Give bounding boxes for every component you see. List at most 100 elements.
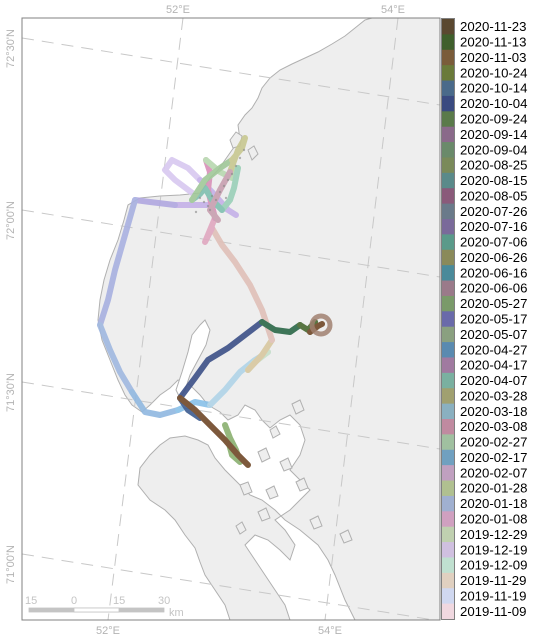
- legend-swatch: [442, 95, 454, 112]
- legend-swatch: [442, 357, 454, 374]
- legend-date-label: 2020-09-14: [460, 127, 527, 142]
- scale-tick-label: 0: [71, 595, 77, 607]
- bottom-longitude-label: 52°E: [96, 625, 120, 637]
- mainland-landmass: [97, 18, 440, 620]
- legend-swatch: [442, 265, 454, 282]
- legend-swatch: [442, 495, 454, 512]
- legend-date-label: 2020-07-06: [460, 235, 527, 250]
- legend-swatch: [442, 449, 454, 466]
- scale-unit-label: km: [169, 607, 184, 619]
- legend-date-label: 2020-06-26: [460, 250, 527, 265]
- bottom-longitude-label: 54°E: [318, 625, 342, 637]
- legend-swatch: [442, 557, 454, 574]
- legend-date-label: 2020-08-05: [460, 188, 527, 203]
- legend-swatch: [442, 603, 454, 620]
- track-segment: [162, 157, 203, 198]
- legend-date-label: 2020-06-06: [460, 281, 527, 296]
- legend-swatch: [442, 588, 454, 605]
- legend-date-label: 2019-11-09: [460, 604, 526, 619]
- islands: [229, 131, 353, 544]
- legend-swatch: [442, 434, 454, 451]
- track-segment: [129, 389, 181, 418]
- legend-date-label: 2020-10-14: [460, 81, 527, 96]
- legend-swatch: [442, 188, 454, 205]
- legend-date-label: 2020-01-28: [460, 481, 527, 496]
- legend-swatch: [442, 80, 454, 97]
- track-segment: [259, 319, 303, 335]
- track-segment: [97, 197, 138, 328]
- legend-date-label: 2020-11-03: [460, 50, 526, 65]
- legend-swatch: [442, 511, 454, 528]
- track-segment: [97, 322, 135, 395]
- legend-swatch: [442, 34, 454, 51]
- scale-bar: 15 0 15 30 km: [25, 595, 184, 619]
- legend-date-label: 2020-04-17: [460, 358, 527, 373]
- legend-date-label: 2020-11-13: [460, 35, 526, 50]
- legend-date-label: 2020-02-27: [460, 435, 527, 450]
- legend-date-label: 2020-03-28: [460, 388, 527, 403]
- map-frame: [21, 17, 441, 621]
- track-segment: [209, 225, 275, 343]
- legend-swatch: [442, 249, 454, 266]
- legend-date-label: 2020-06-16: [460, 265, 527, 280]
- legend-date-label: 2019-12-29: [460, 527, 527, 542]
- legend-date-label: 2020-03-18: [460, 404, 527, 419]
- legend-swatch: [442, 126, 454, 143]
- legend-swatch: [442, 157, 454, 174]
- legend-swatch: [442, 526, 454, 543]
- track-segment: [245, 337, 275, 373]
- track-end-marker: [309, 313, 333, 337]
- legend-swatch: [442, 311, 454, 328]
- track-segment: [227, 135, 248, 175]
- legend-swatch: [442, 65, 454, 82]
- track-segment: [177, 395, 251, 468]
- legend-swatch: [442, 326, 454, 343]
- legend-date-label: 2019-12-19: [460, 542, 527, 557]
- track-segment: [202, 215, 218, 245]
- track-segment: [172, 177, 239, 218]
- legend-swatch: [442, 403, 454, 420]
- inlet-coast: [175, 319, 211, 400]
- top-longitude-label: 54°E: [381, 4, 405, 16]
- legend-swatch: [442, 280, 454, 297]
- legend-date-label: 2019-11-29: [460, 573, 526, 588]
- legend-swatch: [442, 419, 454, 435]
- legend-swatch: [442, 388, 454, 405]
- legend-swatch: [442, 203, 454, 220]
- legend-date-label: 2020-01-08: [460, 512, 527, 527]
- legend-date-label: 2020-11-23: [460, 19, 526, 34]
- legend-swatch: [442, 142, 454, 158]
- legend-swatch: [442, 295, 454, 312]
- track-segment: [132, 197, 178, 208]
- legend-date-label: 2020-01-18: [460, 496, 527, 511]
- animal-track: [97, 135, 325, 468]
- legend-date-label: 2020-07-16: [460, 219, 527, 234]
- top-longitude-label: 52°E: [166, 4, 190, 16]
- legend-date-label: 2020-02-17: [460, 450, 527, 465]
- track-segment: [177, 319, 265, 401]
- legend-swatch: [442, 372, 454, 389]
- legend-swatch: [442, 49, 454, 66]
- dense-detail-cluster: [194, 148, 246, 214]
- date-legend: 2020-11-232020-11-132020-11-032020-10-24…: [441, 18, 527, 620]
- left-latitude-label: 72°30'N: [5, 29, 17, 68]
- legend-date-label: 2019-12-09: [460, 558, 527, 573]
- legend-date-label: 2020-05-27: [460, 296, 527, 311]
- legend-date-label: 2020-08-25: [460, 158, 527, 173]
- scale-tick-label: 15: [113, 595, 125, 607]
- legend-swatch: [442, 465, 454, 482]
- legend-swatch: [442, 234, 454, 251]
- left-latitude-label: 71°00'N: [5, 545, 17, 584]
- graticule-lines: [22, 18, 440, 620]
- legend-swatch: [442, 342, 454, 358]
- legend-date-label: 2020-03-08: [460, 419, 527, 434]
- legend-date-label: 2020-10-04: [460, 96, 527, 111]
- legend-swatch: [442, 219, 454, 235]
- legend-date-label: 2020-10-24: [460, 65, 527, 80]
- scale-tick-label: 30: [158, 595, 170, 607]
- legend-bar-frame: [441, 18, 455, 620]
- legend-date-label: 2020-04-07: [460, 373, 527, 388]
- track-segment: [219, 165, 241, 213]
- legend-swatch: [442, 572, 454, 589]
